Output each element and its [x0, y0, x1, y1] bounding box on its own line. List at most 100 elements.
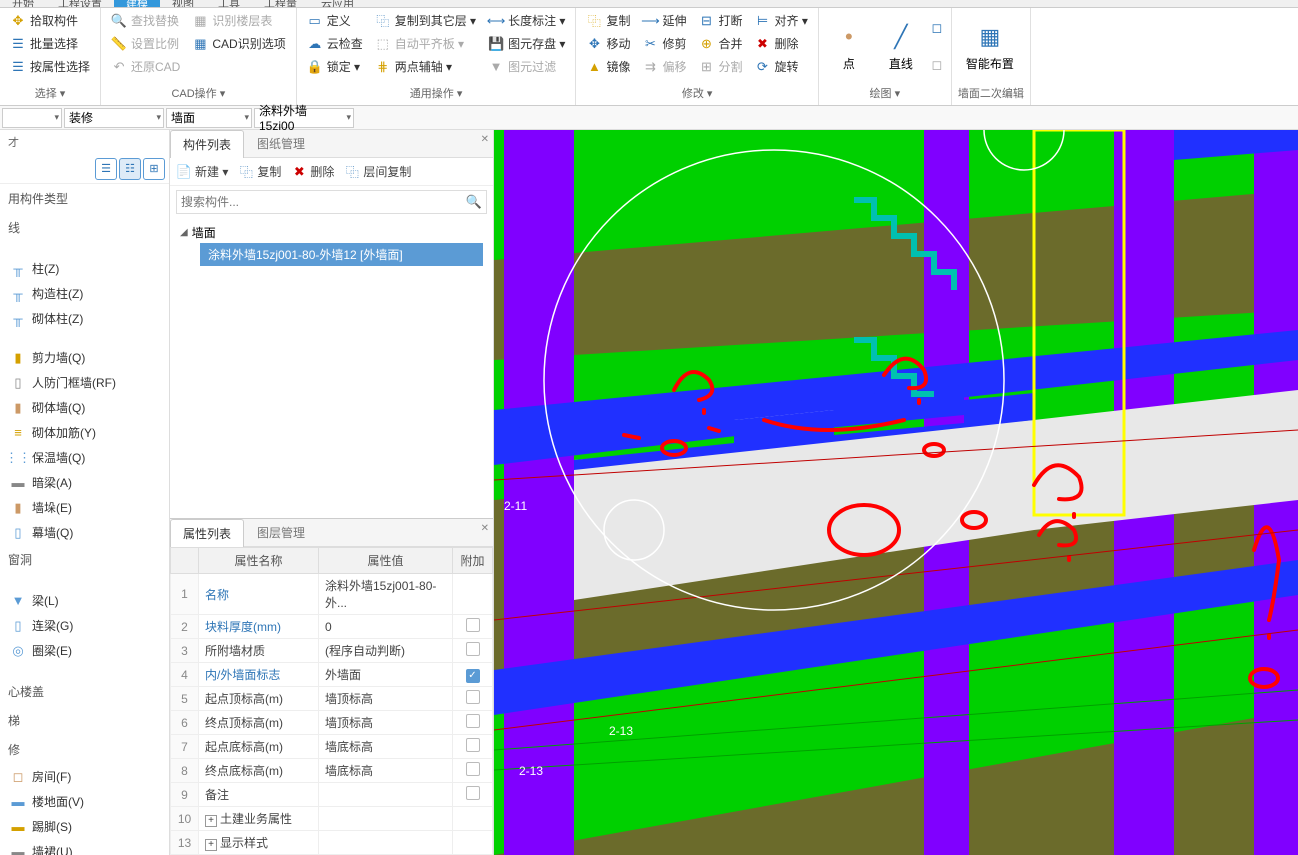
dropdown-type[interactable]: 墙面: [166, 108, 252, 128]
tree-toggle-icon[interactable]: ◢: [180, 227, 188, 238]
move-button[interactable]: ✥移动: [582, 33, 634, 54]
prop-panel-close-button[interactable]: ✕: [481, 523, 489, 534]
merge-button[interactable]: ⊕合并: [694, 33, 746, 54]
cloud-check-button[interactable]: ☁云检查: [303, 33, 367, 54]
tree-item-coating[interactable]: 涂料外墙15zj001-80-外墙12 [外墙面]: [200, 243, 483, 266]
nav-insulation-wall[interactable]: ⋮⋮保温墙(Q): [0, 445, 169, 470]
restore-cad-button[interactable]: ↶还原CAD: [107, 56, 184, 77]
tab-property-list[interactable]: 属性列表: [170, 519, 244, 547]
element-save-button[interactable]: 💾图元存盘 ▾: [484, 33, 569, 54]
nav-wainscot[interactable]: ▬墙裙(U): [0, 839, 169, 855]
length-label-button[interactable]: ⟷长度标注 ▾: [484, 10, 569, 31]
break-button[interactable]: ⊟打断: [694, 10, 746, 31]
ribbon-tab-tool[interactable]: 工具: [206, 0, 252, 7]
nav-beam[interactable]: ▼梁(L): [0, 588, 169, 613]
dropdown-component[interactable]: 涂料外墙15zj00: [254, 108, 354, 128]
pick-component-button[interactable]: ✥拾取构件: [6, 10, 94, 31]
prop-row[interactable]: 13+显示样式: [171, 831, 493, 855]
point-button[interactable]: •点: [825, 10, 873, 83]
align-button[interactable]: ⊨对齐 ▾: [750, 10, 811, 31]
copy-component-button[interactable]: ⿻复制: [238, 163, 281, 180]
tab-layer-mgmt[interactable]: 图层管理: [244, 518, 318, 546]
select-by-prop-button[interactable]: ☰按属性选择: [6, 56, 94, 77]
nav-door-frame[interactable]: ▯人防门框墙(RF): [0, 370, 169, 395]
delete-button[interactable]: ✖删除: [750, 33, 811, 54]
ribbon-tab-model[interactable]: 建模: [114, 0, 160, 7]
stack-icon: ▮: [10, 500, 26, 516]
prop-row[interactable]: 8终点底标高(m)墙底标高: [171, 759, 493, 783]
prop-row[interactable]: 6终点顶标高(m)墙顶标高: [171, 711, 493, 735]
nav-skirting[interactable]: ▬踢脚(S): [0, 814, 169, 839]
nav-ring-beam[interactable]: ◎圈梁(E): [0, 638, 169, 663]
set-scale-button[interactable]: 📏设置比例: [107, 33, 184, 54]
ribbon-tab-quantity[interactable]: 工程量: [252, 0, 309, 7]
find-replace-button[interactable]: 🔍查找替换: [107, 10, 184, 31]
ruler-icon: 📏: [111, 36, 127, 52]
new-component-button[interactable]: 📄新建 ▾: [176, 163, 228, 180]
copy-to-layer-button[interactable]: ⿻复制到其它层 ▾: [371, 10, 480, 31]
view-toggle-3[interactable]: ⊞: [143, 158, 165, 180]
tab-component-list[interactable]: 构件列表: [170, 130, 244, 158]
nav-curtain-wall[interactable]: ▯幕墙(Q): [0, 520, 169, 545]
viewport-3d[interactable]: 2-11 2-13 2-13: [494, 130, 1298, 855]
copy-between-floors-button[interactable]: ⿻层间复制: [344, 163, 411, 180]
ribbon-tab-cloud[interactable]: 云应用: [309, 0, 366, 7]
merge-icon: ⊕: [698, 36, 714, 52]
identify-floor-button[interactable]: ▦识别楼层表: [188, 10, 289, 31]
tab-drawing-mgmt[interactable]: 图纸管理: [244, 129, 318, 157]
rotate-button[interactable]: ⟳旋转: [750, 56, 811, 77]
search-box[interactable]: 🔍: [176, 190, 487, 214]
search2-icon[interactable]: 🔍: [466, 194, 482, 210]
nav-struct-column[interactable]: ╥构造柱(Z): [0, 281, 169, 306]
nav-column[interactable]: ╥柱(Z): [0, 256, 169, 281]
dropdown-category[interactable]: 装修: [64, 108, 164, 128]
line-button[interactable]: ╱直线: [877, 10, 925, 83]
delete-component-button[interactable]: ✖删除: [291, 163, 334, 180]
axis-label-2-11: 2-11: [504, 499, 527, 513]
ribbon-tab-start[interactable]: 开始: [0, 0, 46, 7]
two-point-axis-button[interactable]: ⋕两点辅轴 ▾: [371, 56, 480, 77]
nav-room[interactable]: ◻房间(F): [0, 764, 169, 789]
dropdown-1[interactable]: [2, 108, 62, 128]
define-button[interactable]: ▭定义: [303, 10, 367, 31]
ribbon-tab-project[interactable]: 工程设置: [46, 0, 114, 7]
auto-level-button[interactable]: ⬚自动平齐板 ▾: [371, 33, 480, 54]
nav-reinforcement[interactable]: ≡砌体加筋(Y): [0, 420, 169, 445]
prop-row[interactable]: 4内/外墙面标志外墙面✓: [171, 663, 493, 687]
nav-shear-wall[interactable]: ▮剪力墙(Q): [0, 345, 169, 370]
nav-masonry-wall[interactable]: ▮砌体墙(Q): [0, 395, 169, 420]
nav-coupling-beam[interactable]: ▯连梁(G): [0, 613, 169, 638]
prop-row[interactable]: 5起点顶标高(m)墙顶标高: [171, 687, 493, 711]
prop-row[interactable]: 3所附墙材质(程序自动判断): [171, 639, 493, 663]
search-input[interactable]: [181, 195, 466, 209]
viewport-svg: 2-11 2-13 2-13: [494, 130, 1298, 855]
prop-row[interactable]: 2块料厚度(mm)0: [171, 615, 493, 639]
cad-options-button[interactable]: ▦CAD识别选项: [188, 33, 289, 54]
nav-wall-stack[interactable]: ▮墙垛(E): [0, 495, 169, 520]
rect-icon[interactable]: ◻: [929, 20, 945, 36]
copy-button[interactable]: ⿻复制: [582, 10, 634, 31]
nav-masonry-column[interactable]: ╥砌体柱(Z): [0, 306, 169, 331]
ribbon-tab-view[interactable]: 视图: [160, 0, 206, 7]
view-toggle-2[interactable]: ☷: [119, 158, 141, 180]
prop-row[interactable]: 9备注: [171, 783, 493, 807]
rect2-icon[interactable]: ◻: [929, 57, 945, 73]
prop-row[interactable]: 7起点底标高(m)墙底标高: [171, 735, 493, 759]
prop-row[interactable]: 1名称涂料外墙15zj001-80-外...: [171, 574, 493, 615]
prop-row[interactable]: 10+土建业务属性: [171, 807, 493, 831]
lock-button[interactable]: 🔒锁定 ▾: [303, 56, 367, 77]
smart-layout-button[interactable]: ▦智能布置: [958, 10, 1022, 83]
panel-close-button[interactable]: ✕: [481, 134, 489, 145]
split-button[interactable]: ⊞分割: [694, 56, 746, 77]
nav-dark-beam[interactable]: ▬暗梁(A): [0, 470, 169, 495]
batch-select-button[interactable]: ☰批量选择: [6, 33, 94, 54]
nav-floor[interactable]: ▬楼地面(V): [0, 789, 169, 814]
view-toggle-1[interactable]: ☰: [95, 158, 117, 180]
element-filter-button[interactable]: ▼图元过滤: [484, 56, 569, 77]
extend-button[interactable]: ⟶延伸: [638, 10, 690, 31]
mirror-button[interactable]: ▲镜像: [582, 56, 634, 77]
trim-button[interactable]: ✂修剪: [638, 33, 690, 54]
tree-root-wall[interactable]: ◢墙面: [172, 222, 491, 243]
offset-button[interactable]: ⇉偏移: [638, 56, 690, 77]
grid-icon: ▦: [974, 21, 1006, 53]
